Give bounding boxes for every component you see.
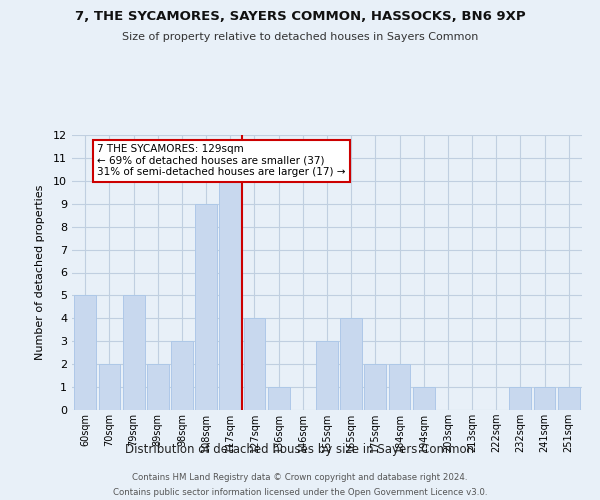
Text: Contains public sector information licensed under the Open Government Licence v3: Contains public sector information licen… bbox=[113, 488, 487, 497]
Bar bbox=[533, 387, 556, 410]
Bar bbox=[74, 296, 96, 410]
Bar bbox=[220, 181, 241, 410]
Bar bbox=[558, 387, 580, 410]
Bar bbox=[98, 364, 121, 410]
Bar bbox=[509, 387, 531, 410]
Bar bbox=[364, 364, 386, 410]
Bar bbox=[340, 318, 362, 410]
Text: Contains HM Land Registry data © Crown copyright and database right 2024.: Contains HM Land Registry data © Crown c… bbox=[132, 473, 468, 482]
Text: Size of property relative to detached houses in Sayers Common: Size of property relative to detached ho… bbox=[122, 32, 478, 42]
Bar bbox=[316, 341, 338, 410]
Bar bbox=[389, 364, 410, 410]
Text: 7, THE SYCAMORES, SAYERS COMMON, HASSOCKS, BN6 9XP: 7, THE SYCAMORES, SAYERS COMMON, HASSOCK… bbox=[74, 10, 526, 23]
Bar bbox=[413, 387, 434, 410]
Text: 7 THE SYCAMORES: 129sqm
← 69% of detached houses are smaller (37)
31% of semi-de: 7 THE SYCAMORES: 129sqm ← 69% of detache… bbox=[97, 144, 346, 178]
Bar bbox=[268, 387, 290, 410]
Bar bbox=[195, 204, 217, 410]
Bar bbox=[147, 364, 169, 410]
Bar bbox=[171, 341, 193, 410]
Y-axis label: Number of detached properties: Number of detached properties bbox=[35, 185, 44, 360]
Bar bbox=[123, 296, 145, 410]
Bar bbox=[244, 318, 265, 410]
Text: Distribution of detached houses by size in Sayers Common: Distribution of detached houses by size … bbox=[125, 444, 475, 456]
